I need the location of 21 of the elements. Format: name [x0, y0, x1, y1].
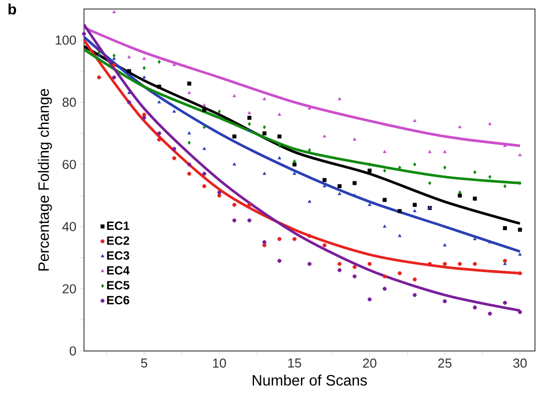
text: b — [8, 4, 16, 15]
x-tick-label: 15 — [288, 358, 302, 368]
y-tick-label: 80 — [62, 98, 76, 107]
y-tick-label: 40 — [62, 222, 76, 232]
y-tick-label: 60 — [62, 160, 76, 170]
y-tick-label: 100 — [56, 35, 76, 45]
x-tick-label: 25 — [438, 358, 452, 368]
legend-label: EC6 — [107, 296, 130, 304]
x-axis-title: Number of Scans — [252, 374, 367, 386]
legend-label: EC2 — [107, 236, 130, 245]
legend-label: EC4 — [107, 266, 130, 275]
y-tick-label: 20 — [62, 284, 76, 294]
x-tick-label: 10 — [213, 358, 226, 368]
x-tick-label: 5 — [141, 358, 148, 368]
y-axis-title: Percentage Folding change — [38, 88, 52, 270]
legend-label: EC3 — [107, 251, 130, 260]
legend-label: EC1 — [107, 221, 130, 230]
y-tick-label: 0 — [70, 346, 76, 356]
x-tick-label: 30 — [513, 358, 527, 368]
legend-label: EC5 — [107, 280, 130, 290]
x-tick-label: 20 — [363, 358, 376, 368]
